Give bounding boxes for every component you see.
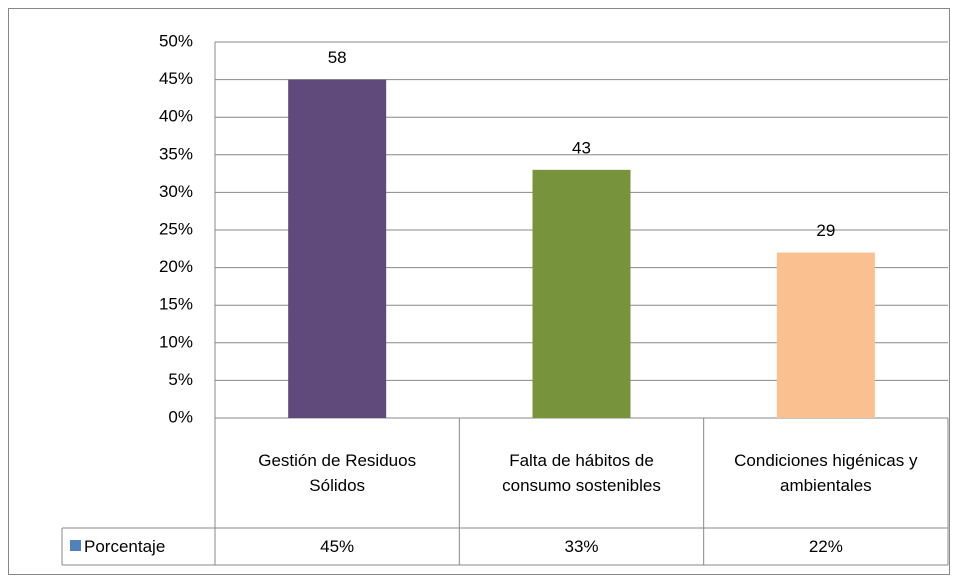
data-label: 29 [816,221,835,240]
y-tick-label: 25% [159,219,193,238]
y-tick-label: 0% [168,407,193,426]
legend-key [70,540,81,551]
bar [288,79,387,418]
y-tick-label: 5% [168,370,193,389]
y-tick-label: 35% [159,144,193,163]
legend-label: Porcentaje [84,537,165,556]
x-tick-label: Condiciones higénicas y ambientales [734,451,918,495]
y-tick-label: 10% [159,332,193,351]
bar [776,252,875,418]
y-tick-label: 15% [159,295,193,314]
y-tick-label: 45% [159,69,193,88]
x-tick-label: Falta de hábitos de consumo sostenibles [502,451,661,495]
y-tick-label: 20% [159,257,193,276]
y-tick-label: 50% [159,31,193,50]
bar [532,169,631,418]
table-value: 45% [320,537,354,556]
table-value: 33% [564,537,598,556]
table-value: 22% [809,537,843,556]
data-label: 43 [572,138,591,157]
x-tick-label: Gestión de Residuos Sólidos [258,451,417,495]
y-tick-label: 30% [159,182,193,201]
data-label: 58 [328,48,347,67]
y-tick-label: 40% [159,107,193,126]
